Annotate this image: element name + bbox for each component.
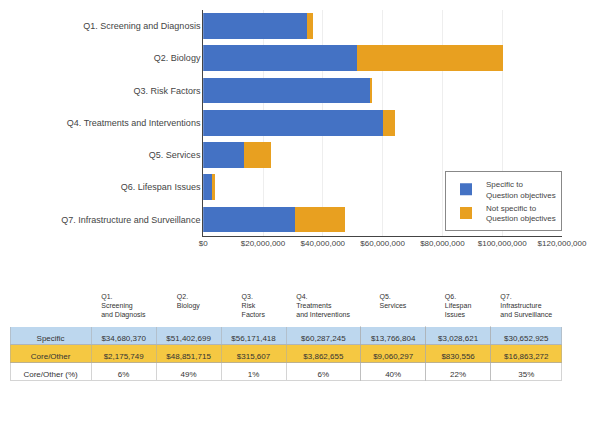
svg-text:22%: 22% <box>450 370 466 379</box>
svg-text:Q1.Screeningand Diagnosis: Q1.Screeningand Diagnosis <box>101 293 146 319</box>
svg-text:$0: $0 <box>199 239 208 248</box>
svg-text:1%: 1% <box>248 370 260 379</box>
svg-text:40%: 40% <box>385 370 401 379</box>
svg-text:Q6.LifespanIssues: Q6.LifespanIssues <box>445 293 472 318</box>
svg-text:Not specific toQuestion object: Not specific toQuestion objectives <box>486 204 556 223</box>
svg-text:$40,000,000: $40,000,000 <box>301 239 346 248</box>
svg-text:Q2.Biology: Q2.Biology <box>177 293 200 310</box>
svg-text:$34,680,370: $34,680,370 <box>101 334 146 343</box>
svg-text:Q3. Risk Factors: Q3. Risk Factors <box>133 86 201 96</box>
svg-text:Q3.RiskFactors: Q3.RiskFactors <box>242 293 266 318</box>
svg-text:$60,000,000: $60,000,000 <box>360 239 405 248</box>
svg-text:$120,000,000: $120,000,000 <box>538 239 587 248</box>
svg-text:Specific toQuestion objectives: Specific toQuestion objectives <box>486 180 556 199</box>
svg-text:Specific: Specific <box>37 334 65 343</box>
svg-text:Q4.Treatmentsand Interventions: Q4.Treatmentsand Interventions <box>296 293 350 318</box>
svg-text:$3,862,655: $3,862,655 <box>303 352 344 361</box>
svg-text:$3,028,621: $3,028,621 <box>438 334 479 343</box>
svg-text:6%: 6% <box>118 370 130 379</box>
svg-text:$830,556: $830,556 <box>441 352 475 361</box>
svg-text:49%: 49% <box>181 370 197 379</box>
svg-text:$16,863,272: $16,863,272 <box>504 352 549 361</box>
svg-text:Q6. Lifespan Issues: Q6. Lifespan Issues <box>121 182 201 192</box>
svg-text:$60,287,245: $60,287,245 <box>301 334 346 343</box>
svg-text:$30,652,925: $30,652,925 <box>504 334 549 343</box>
svg-text:Q5.Services: Q5.Services <box>379 293 406 309</box>
svg-text:6%: 6% <box>318 370 330 379</box>
svg-text:$80,000,000: $80,000,000 <box>420 239 465 248</box>
svg-text:35%: 35% <box>518 370 534 379</box>
svg-text:Q7. Infrastructure and Surveil: Q7. Infrastructure and Surveillance <box>61 215 200 225</box>
svg-text:Core/Other: Core/Other <box>31 352 71 361</box>
svg-text:$48,851,715: $48,851,715 <box>166 352 211 361</box>
svg-text:Q1. Screening and Diagnosis: Q1. Screening and Diagnosis <box>83 21 201 31</box>
svg-text:$13,766,804: $13,766,804 <box>371 334 416 343</box>
svg-text:$100,000,000: $100,000,000 <box>478 239 527 248</box>
svg-text:$2,175,749: $2,175,749 <box>104 352 145 361</box>
svg-text:Core/Other (%): Core/Other (%) <box>23 370 78 379</box>
svg-text:Q2. Biology: Q2. Biology <box>154 53 201 63</box>
svg-text:$56,171,418: $56,171,418 <box>231 334 276 343</box>
svg-text:Q7.Infrastructureand Surveilla: Q7.Infrastructureand Surveillance <box>500 293 552 318</box>
svg-text:Q5. Services: Q5. Services <box>149 150 201 160</box>
svg-text:$51,402,699: $51,402,699 <box>166 334 211 343</box>
svg-text:$9,060,297: $9,060,297 <box>373 352 414 361</box>
svg-text:$315,607: $315,607 <box>237 352 271 361</box>
svg-text:$20,000,000: $20,000,000 <box>241 239 286 248</box>
svg-text:Q4. Treatments and Interventio: Q4. Treatments and Interventions <box>67 118 201 128</box>
